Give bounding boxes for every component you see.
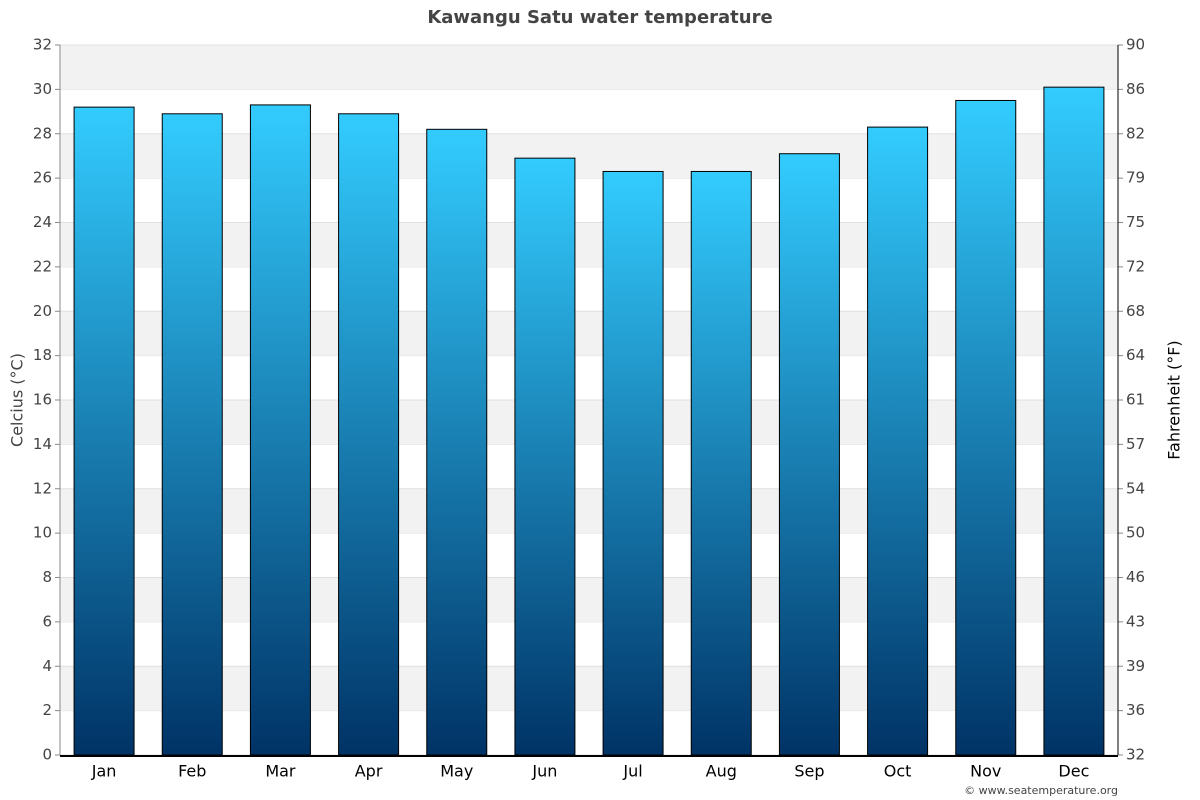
x-tick-label: Nov [970, 762, 1001, 781]
x-tick-label: Oct [884, 762, 912, 781]
bar [955, 99, 1017, 756]
y-tick-label: 26 [33, 169, 52, 187]
x-tick-label: Jun [531, 762, 557, 781]
y-axis-label: Celcius (°C) [8, 353, 27, 447]
bar [602, 170, 664, 756]
y2-tick-label: 72 [1126, 257, 1145, 275]
y-tick-label: 16 [33, 391, 52, 409]
x-tick-label: May [440, 762, 473, 781]
y-tick-label: 22 [33, 257, 52, 275]
x-tick-label: Dec [1058, 762, 1089, 781]
x-tick-label: Sep [794, 762, 824, 781]
y2-tick-label: 68 [1126, 302, 1145, 320]
y2-tick-label: 54 [1126, 479, 1145, 497]
y-tick-label: 32 [33, 36, 52, 54]
y2-tick-label: 64 [1126, 346, 1145, 364]
y-tick-label: 12 [33, 479, 52, 497]
y-tick-label: 24 [33, 213, 52, 231]
grid-band [60, 45, 1118, 90]
y2-tick-label: 39 [1126, 657, 1145, 675]
y2-tick-label: 90 [1126, 36, 1145, 54]
y-tick-label: 14 [33, 435, 52, 453]
y-tick-label: 28 [33, 124, 52, 142]
y2-tick-label: 79 [1126, 169, 1145, 187]
grid-band [60, 666, 1118, 711]
bar [778, 153, 840, 756]
grid-band [60, 311, 1118, 356]
y2-tick-label: 32 [1126, 746, 1145, 764]
y2-tick-label: 86 [1126, 80, 1145, 98]
y-tick-label: 6 [42, 612, 52, 630]
y2-tick-label: 75 [1126, 213, 1145, 231]
y-tick-label: 18 [33, 346, 52, 364]
bar [514, 157, 576, 756]
grid-band [60, 577, 1118, 622]
bar [249, 104, 311, 756]
bar [1043, 86, 1105, 756]
bar [690, 170, 752, 756]
y-tick-label: 30 [33, 80, 52, 98]
bar [338, 113, 400, 756]
x-tick-label: Mar [265, 762, 296, 781]
y2-tick-label: 43 [1126, 612, 1145, 630]
chart-title: Kawangu Satu water temperature [427, 7, 772, 28]
bar [867, 126, 929, 756]
y2-tick-label: 50 [1126, 524, 1145, 542]
y-tick-label: 20 [33, 302, 52, 320]
y2-axis-label: Fahrenheit (°F) [1165, 340, 1184, 459]
y2-tick-label: 57 [1126, 435, 1145, 453]
y2-tick-label: 82 [1126, 124, 1145, 142]
y-tick-label: 4 [42, 657, 52, 675]
x-tick-label: Aug [706, 762, 737, 781]
bar [426, 128, 488, 756]
x-tick-label: Apr [355, 762, 383, 781]
grid-band [60, 222, 1118, 267]
y2-tick-label: 61 [1126, 391, 1145, 409]
bar [161, 113, 223, 756]
grid-band [60, 488, 1118, 534]
grid-band [60, 133, 1118, 179]
y-tick-label: 8 [42, 568, 52, 586]
y-tick-label: 10 [33, 524, 52, 542]
credit: © www.seatemperature.org [964, 784, 1118, 797]
y2-tick-label: 46 [1126, 568, 1145, 586]
x-tick-label: Jul [622, 762, 642, 781]
x-tick-label: Jan [91, 762, 117, 781]
y-tick-label: 2 [42, 701, 52, 719]
x-tick-label: Feb [178, 762, 206, 781]
grid-band [60, 400, 1118, 445]
bar [73, 106, 135, 756]
y-tick-label: 0 [42, 746, 52, 764]
y2-tick-label: 36 [1126, 701, 1145, 719]
